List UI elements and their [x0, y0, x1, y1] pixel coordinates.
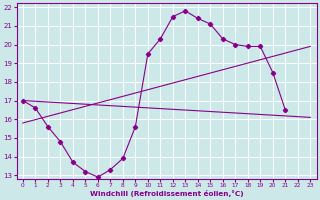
X-axis label: Windchill (Refroidissement éolien,°C): Windchill (Refroidissement éolien,°C)	[90, 190, 244, 197]
